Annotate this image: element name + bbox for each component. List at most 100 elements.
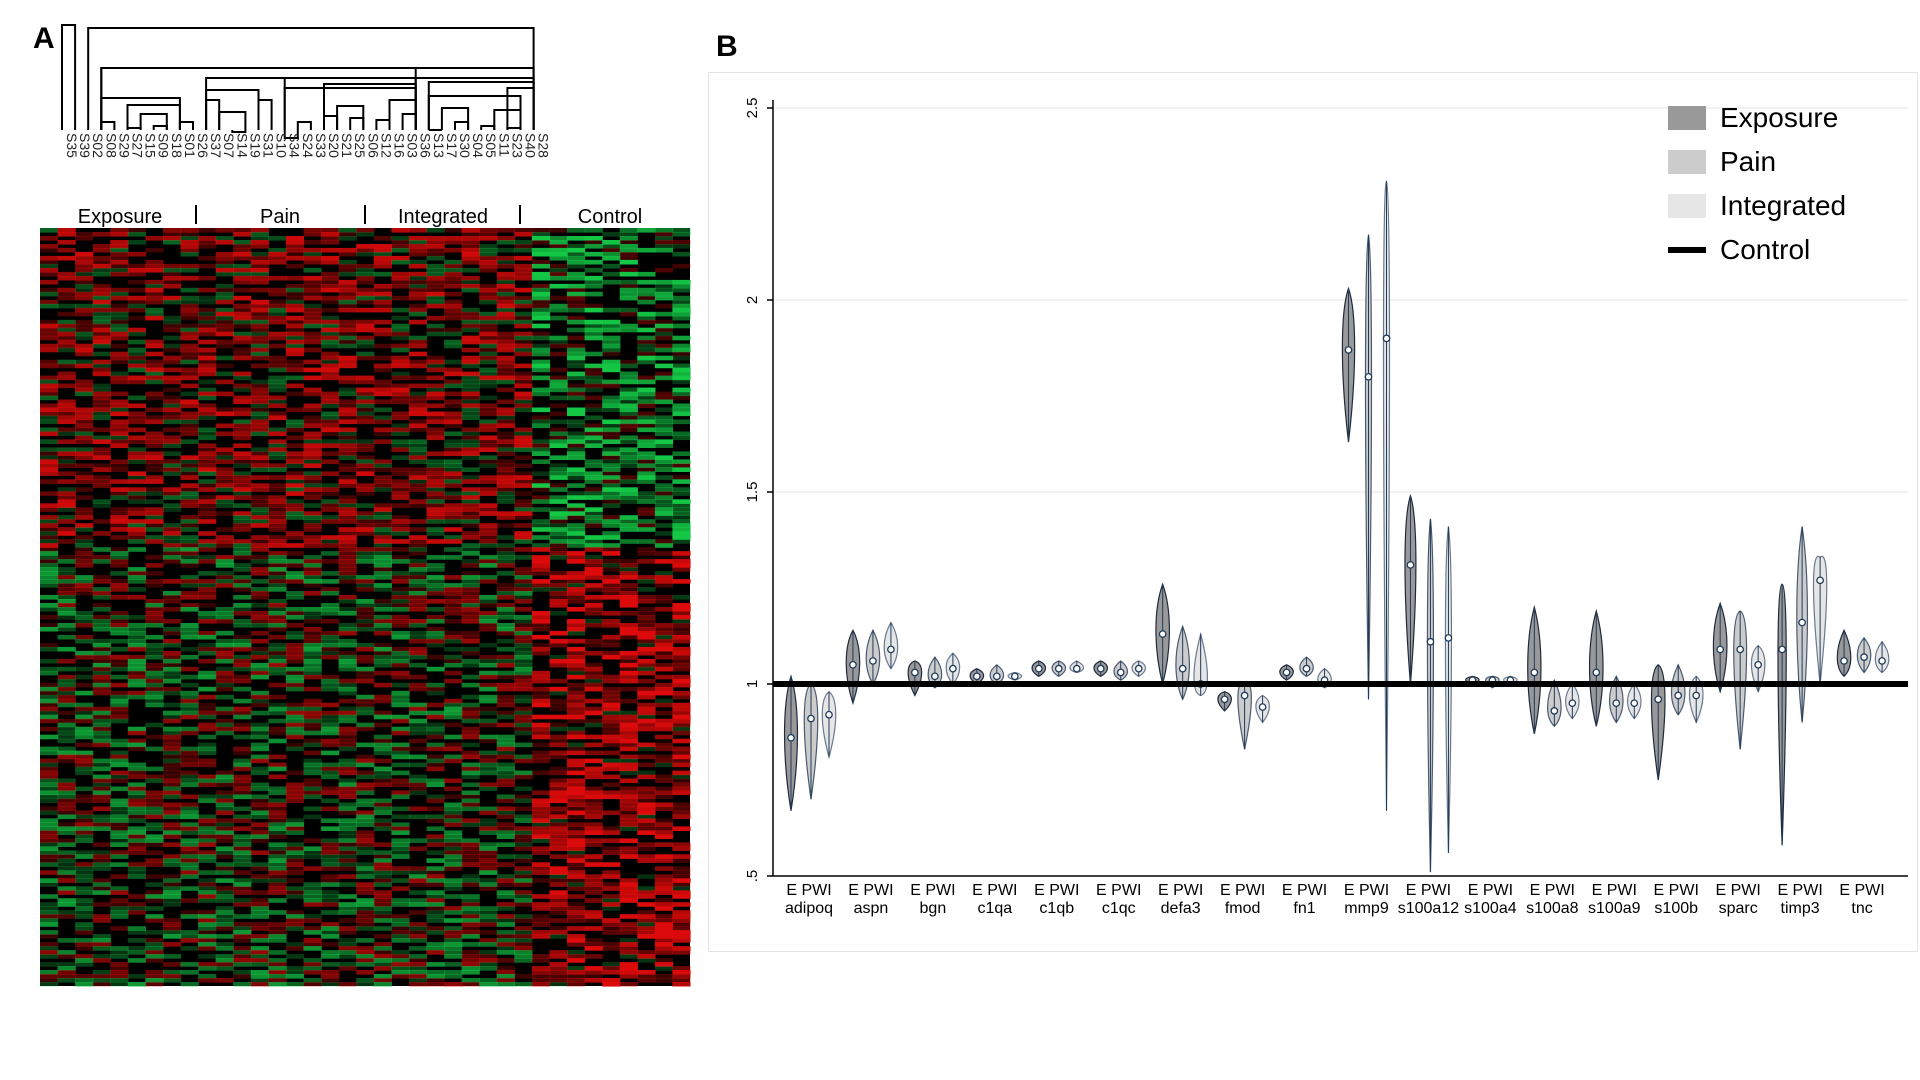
heatmap-cell: [637, 626, 656, 632]
heatmap-cell: [110, 571, 129, 576]
heatmap-cell: [654, 455, 674, 460]
heatmap-cell: [215, 467, 234, 472]
heatmap-cell: [654, 244, 674, 249]
heatmap-cell: [92, 311, 111, 317]
heatmap-cell: [373, 551, 392, 556]
heatmap-cell: [75, 363, 94, 369]
heatmap-cell: [514, 435, 533, 441]
heatmap-cell: [619, 375, 638, 381]
heatmap-cell: [426, 331, 445, 337]
heatmap-cell: [602, 714, 621, 720]
heatmap-cell: [584, 619, 603, 624]
heatmap-cell: [373, 894, 392, 899]
heatmap-cell: [127, 228, 146, 233]
heatmap-cell: [110, 966, 129, 971]
heatmap-cell: [321, 228, 340, 233]
heatmap-cell: [479, 754, 498, 760]
heatmap-cell: [408, 890, 428, 895]
heatmap-cell: [444, 535, 463, 540]
heatmap-cell: [110, 974, 129, 979]
heatmap-cell: [391, 718, 410, 724]
heatmap-cell: [40, 323, 59, 329]
heatmap-cell: [426, 575, 445, 580]
heatmap-cell: [426, 287, 445, 293]
heatmap-cell: [303, 459, 322, 464]
heatmap-cell: [321, 722, 340, 728]
heatmap-cell: [92, 595, 111, 600]
heatmap-cell: [250, 327, 269, 333]
heatmap-cell: [444, 303, 463, 309]
heatmap-cell: [233, 922, 252, 927]
heatmap-cell: [75, 439, 94, 444]
heatmap-cell: [356, 503, 375, 508]
heatmap-cell: [637, 271, 656, 277]
heatmap-cell: [602, 519, 621, 524]
heatmap-cell: [180, 646, 199, 652]
heatmap-cell: [461, 339, 480, 345]
heatmap-cell: [584, 710, 603, 716]
heatmap-cell: [163, 874, 182, 879]
heatmap-cell: [250, 734, 269, 740]
heatmap-cell: [426, 467, 445, 472]
heatmap-cell: [584, 830, 603, 835]
heatmap-cell: [285, 251, 305, 257]
heatmap-cell: [250, 666, 269, 672]
heatmap-cell: [92, 690, 111, 696]
heatmap-cell: [567, 607, 586, 612]
heatmap-cell: [250, 307, 269, 313]
heatmap-cell: [461, 575, 480, 580]
heatmap-cell: [444, 228, 463, 233]
heatmap-cell: [391, 938, 410, 943]
heatmap-cell: [654, 295, 674, 301]
heatmap-cell: [654, 495, 674, 500]
heatmap-cell: [426, 615, 445, 620]
heatmap-cell: [338, 343, 357, 349]
heatmap-cell: [250, 303, 269, 309]
heatmap-cell: [672, 431, 691, 437]
heatmap-cell: [250, 343, 269, 349]
heatmap-cell: [215, 575, 234, 580]
heatmap-cell: [461, 611, 480, 616]
heatmap-cell: [531, 798, 551, 804]
heatmap-cell: [356, 922, 375, 927]
heatmap-cell: [127, 866, 146, 871]
heatmap-cell: [163, 236, 182, 241]
heatmap-cell: [127, 539, 146, 544]
heatmap-cell: [250, 379, 269, 385]
heatmap-cell: [145, 734, 164, 740]
heatmap-cell: [602, 962, 621, 967]
heatmap-cell: [672, 387, 691, 393]
heatmap-cell: [373, 630, 392, 636]
heatmap-cell: [356, 694, 375, 700]
heatmap-cell: [479, 862, 498, 867]
heatmap-cell: [338, 623, 357, 628]
heatmap-cell: [303, 758, 322, 764]
heatmap-cell: [373, 607, 392, 612]
heatmap-cell: [163, 240, 182, 245]
heatmap-cell: [654, 232, 674, 237]
panel-a-label: A: [33, 22, 55, 55]
heatmap-cell: [92, 762, 111, 768]
heatmap-cell: [619, 591, 638, 596]
heatmap-cell: [145, 690, 164, 696]
heatmap-cell: [268, 846, 287, 851]
heatmap-cell: [285, 918, 305, 923]
heatmap-cell: [163, 862, 182, 867]
heatmap-cell: [75, 710, 94, 716]
heatmap-cell: [637, 762, 656, 768]
heatmap-cell: [531, 299, 551, 305]
heatmap-cell: [584, 978, 603, 983]
heatmap-cell: [40, 782, 59, 788]
heatmap-cell: [75, 575, 94, 580]
heatmap-cell: [180, 770, 199, 776]
heatmap-cell: [321, 642, 340, 648]
sample-label: S05: [483, 133, 499, 158]
heatmap-cell: [180, 846, 199, 851]
heatmap-cell: [514, 706, 533, 712]
heatmap-cell: [619, 587, 638, 592]
heatmap-cell: [514, 255, 533, 261]
heatmap-cell: [461, 579, 480, 584]
heatmap-cell: [479, 878, 498, 883]
heatmap-cell: [567, 662, 586, 668]
heatmap-cell: [57, 754, 76, 760]
